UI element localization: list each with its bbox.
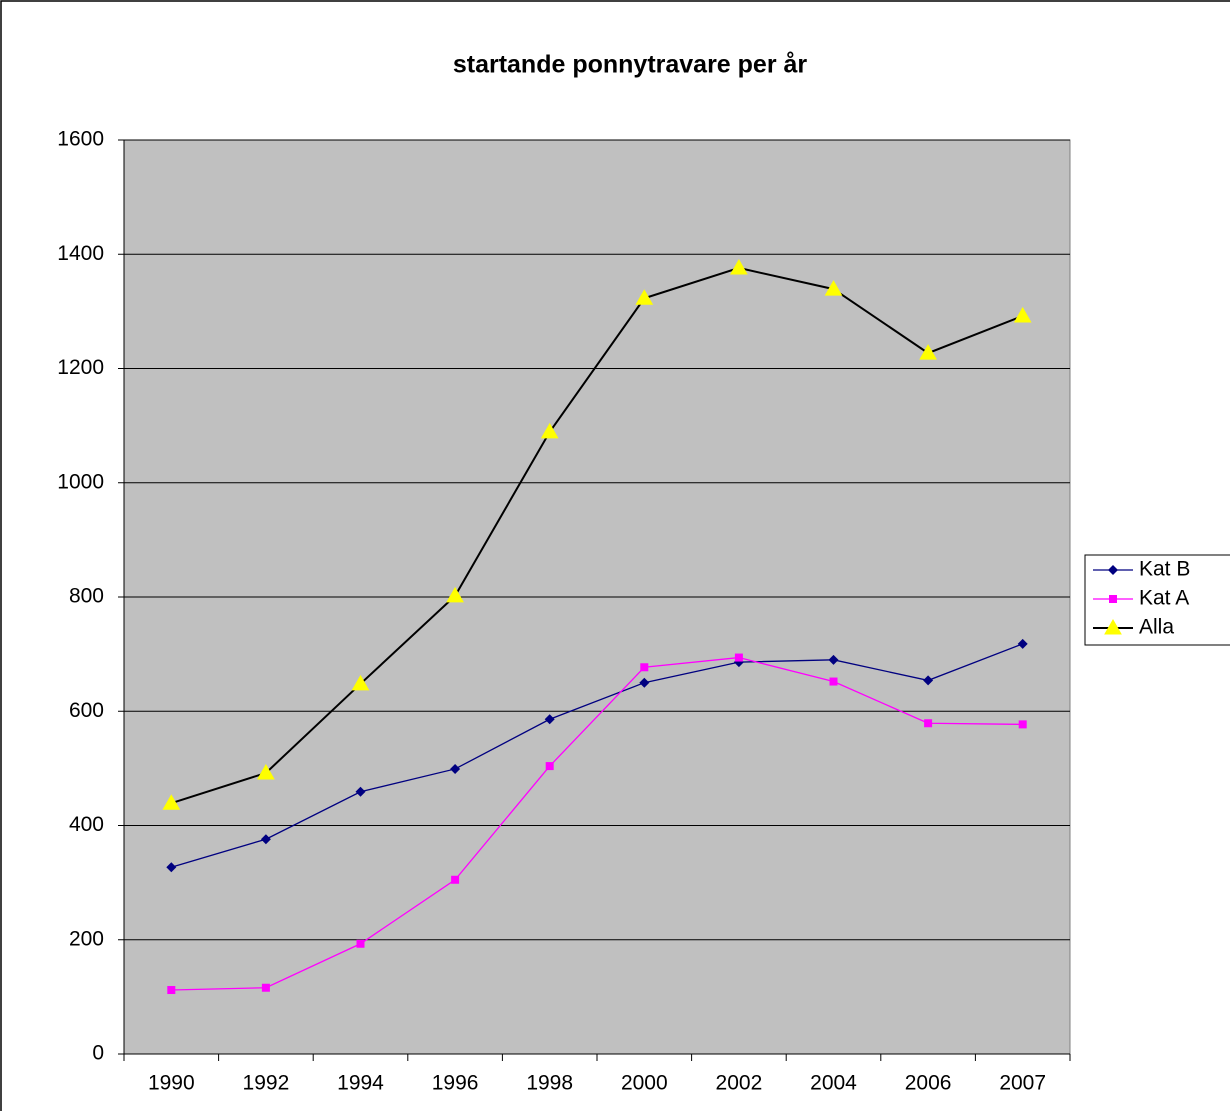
marker <box>919 344 937 360</box>
marker <box>1104 618 1122 635</box>
marker <box>1013 306 1032 323</box>
marker <box>540 422 559 439</box>
x-tick-label: 2006 <box>905 1072 952 1095</box>
marker <box>351 674 370 691</box>
series-line <box>171 656 1023 991</box>
x-tick-label: 1994 <box>337 1072 384 1095</box>
y-tick-label: 200 <box>69 927 104 950</box>
y-tick-label: 1400 <box>57 242 104 265</box>
marker <box>829 677 838 686</box>
x-tick-label: 1996 <box>432 1072 479 1095</box>
y-tick-label: 1000 <box>57 470 104 493</box>
marker <box>824 280 843 296</box>
marker <box>734 653 743 662</box>
marker <box>924 719 933 728</box>
marker <box>1109 595 1117 603</box>
marker <box>167 986 176 995</box>
y-tick-label: 600 <box>69 699 104 722</box>
marker <box>730 258 748 275</box>
x-tick-label: 2002 <box>716 1072 763 1095</box>
x-tick-label: 2004 <box>810 1072 857 1095</box>
series-line <box>170 266 1024 805</box>
chart-title: startande ponnytravare per år <box>453 51 808 79</box>
y-tick-label: 1600 <box>57 128 104 151</box>
marker <box>166 862 177 873</box>
marker <box>923 675 934 686</box>
legend-label: Kat B <box>1139 558 1190 581</box>
marker <box>162 794 181 810</box>
legend-label: Kat A <box>1139 587 1189 610</box>
marker <box>1018 720 1027 729</box>
marker <box>1108 565 1118 575</box>
x-tick-label: 2007 <box>999 1072 1046 1095</box>
x-tick-label: 1990 <box>148 1072 195 1095</box>
legend-label: Alla <box>1139 616 1174 639</box>
marker <box>639 677 650 688</box>
x-tick-label: 1992 <box>243 1072 290 1095</box>
y-tick-label: 400 <box>69 813 104 836</box>
y-tick-label: 800 <box>69 585 104 608</box>
marker <box>545 762 554 771</box>
marker <box>260 834 271 845</box>
x-tick-label: 1998 <box>526 1072 573 1095</box>
y-tick-label: 0 <box>92 1042 104 1065</box>
marker <box>544 714 555 725</box>
marker <box>1017 638 1028 649</box>
y-tick-label: 1200 <box>57 356 104 379</box>
marker <box>446 586 464 603</box>
marker <box>356 939 365 948</box>
marker <box>635 289 654 305</box>
marker <box>450 763 461 774</box>
series-line <box>171 643 1023 868</box>
x-tick-label: 2000 <box>621 1072 668 1095</box>
marker <box>355 786 366 797</box>
marker <box>828 654 839 665</box>
marker <box>451 875 460 884</box>
marker <box>261 983 270 992</box>
marker <box>640 663 649 672</box>
marker <box>257 763 275 780</box>
